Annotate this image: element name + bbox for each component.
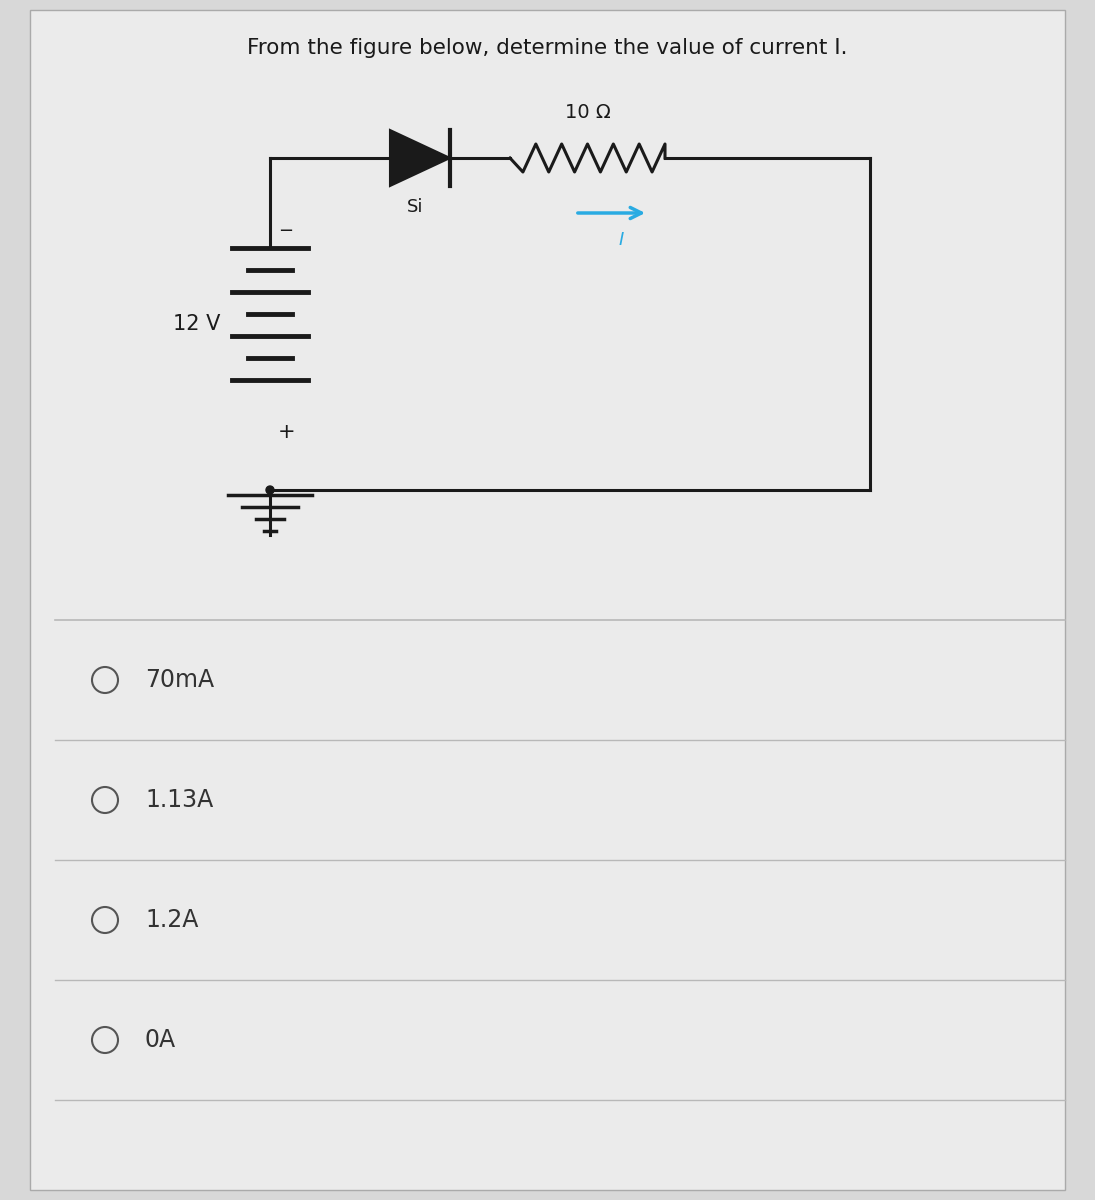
- Text: 10 Ω: 10 Ω: [565, 103, 610, 122]
- Polygon shape: [390, 130, 450, 186]
- Text: 12 V: 12 V: [173, 314, 220, 334]
- Text: 1.13A: 1.13A: [145, 788, 214, 812]
- Text: Si: Si: [406, 198, 424, 216]
- Text: +: +: [278, 422, 296, 442]
- Text: 70mA: 70mA: [145, 668, 215, 692]
- Text: I: I: [619, 230, 624, 248]
- Text: 1.2A: 1.2A: [145, 908, 198, 932]
- Text: 0A: 0A: [145, 1028, 176, 1052]
- Circle shape: [266, 486, 274, 494]
- Text: From the figure below, determine the value of current I.: From the figure below, determine the val…: [246, 38, 848, 58]
- Text: −: −: [278, 222, 293, 240]
